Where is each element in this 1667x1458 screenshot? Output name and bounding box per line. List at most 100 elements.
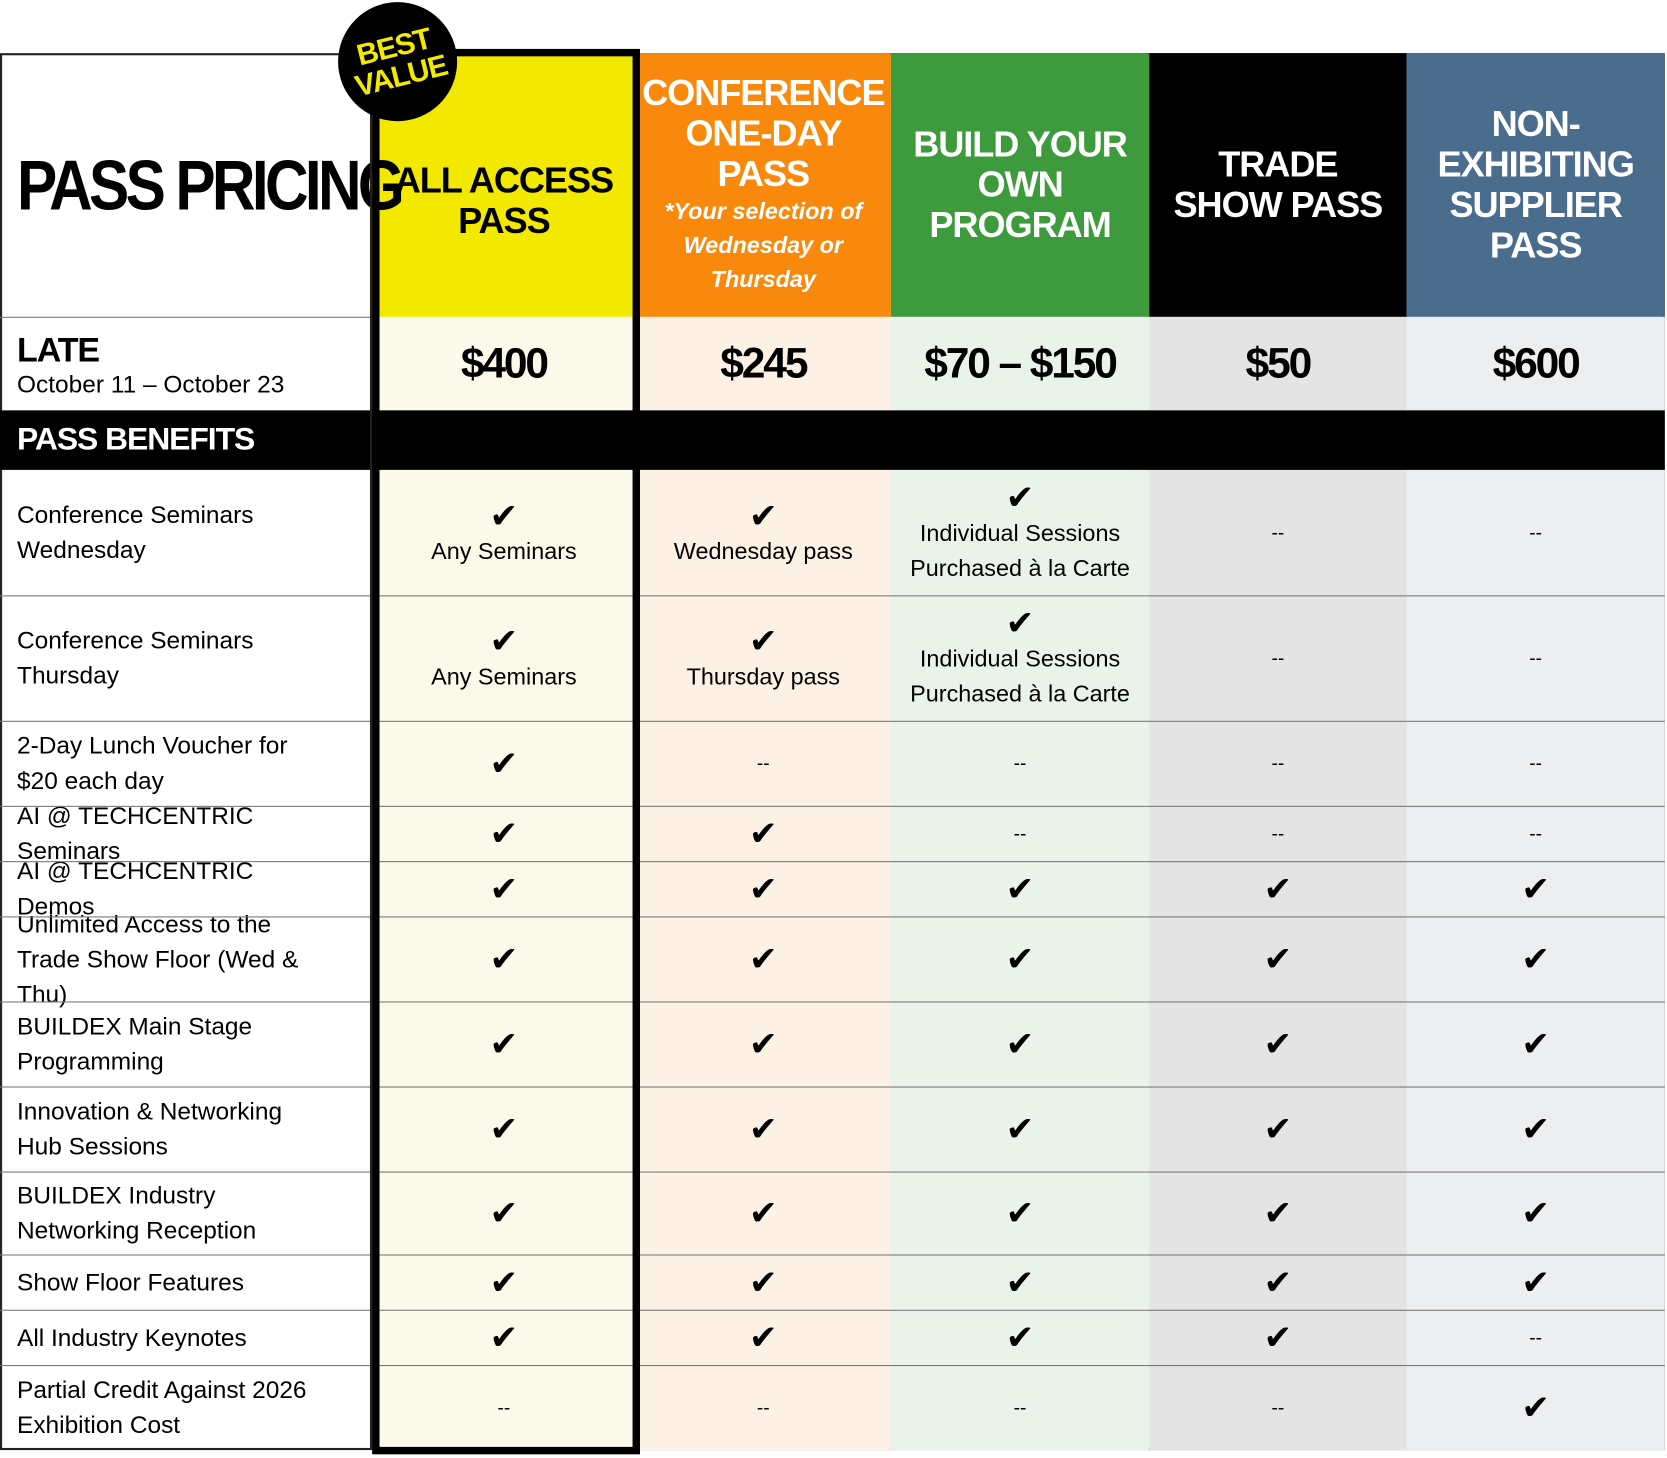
- row-label-text: BUILDEX Industry Networking Reception: [17, 1181, 257, 1244]
- row-label-text: Partial Credit Against 2026 Exhibition C…: [17, 1375, 307, 1439]
- cell-mark: --: [756, 752, 770, 774]
- column-header: BUILD YOUR OWN PROGRAM: [890, 53, 1150, 317]
- cell-note: Any Seminars: [431, 537, 577, 564]
- benefit-cell: --: [1406, 1310, 1664, 1365]
- benefit-cell: ✔: [636, 1172, 891, 1255]
- cell-mark: ✔: [1005, 477, 1035, 518]
- cell-mark: ✔: [1005, 938, 1035, 980]
- price-label-dates: October 11 – October 23: [17, 369, 285, 398]
- cell-mark: ✔: [1005, 1023, 1035, 1065]
- benefit-cell: ✔ Individual Sessions Purchased à la Cart…: [891, 470, 1149, 595]
- column-bg: [635, 316, 891, 1451]
- column-header: TRADE SHOW PASS: [1149, 53, 1407, 317]
- cell-mark: ✔: [489, 1023, 519, 1065]
- cell-mark: ✔: [749, 813, 778, 854]
- row-label-text: Show Floor Features: [17, 1267, 244, 1296]
- row-divider: [0, 1254, 1665, 1256]
- cell-mark: --: [1271, 822, 1285, 844]
- benefit-cell: --: [1149, 470, 1406, 595]
- benefit-cell: ✔: [891, 861, 1149, 916]
- cell-mark: --: [1271, 1396, 1285, 1418]
- benefit-cell: ✔: [1406, 1365, 1664, 1450]
- row-divider: [0, 916, 1665, 918]
- benefit-cell: ✔: [1149, 1086, 1406, 1171]
- cell-mark: ✔: [1521, 938, 1550, 980]
- cell-mark: ✔: [1005, 868, 1035, 909]
- benefit-cell: ✔: [891, 1310, 1149, 1365]
- row-label-text: Innovation & Networking Hub Sessions: [17, 1097, 283, 1160]
- cell-note: Any Seminars: [431, 662, 577, 690]
- column-name: NON-EXHIBITING SUPPLIER PASS: [1437, 104, 1635, 266]
- cell-mark: ✔: [489, 868, 519, 909]
- price-cell: $70 – $150: [891, 317, 1149, 411]
- benefit-cell: ✔: [372, 1001, 636, 1086]
- cell-mark: ✔: [1263, 1261, 1293, 1303]
- cell-mark: ✔: [489, 1317, 519, 1358]
- cell-mark: --: [1013, 752, 1027, 774]
- badge-text: BEST VALUE: [345, 21, 451, 103]
- column-name: BUILD YOUR OWN PROGRAM: [913, 124, 1128, 246]
- row-label-text: Unlimited Access to the Trade Show Floor…: [17, 909, 299, 1008]
- cell-mark: --: [1013, 1396, 1027, 1418]
- title-cell: PASS PRICING: [0, 53, 405, 317]
- benefit-cell: --: [1406, 595, 1664, 720]
- badge: BEST VALUE: [338, 2, 458, 122]
- price-label: LATE October 11 – October 23: [0, 316, 373, 411]
- highlight-box: [372, 48, 640, 1455]
- benefit-cell: ✔: [636, 1310, 891, 1365]
- cell-mark: ✔: [489, 1108, 519, 1150]
- column-header: CONFERENCE ONE-DAY PASS *Your selection o…: [635, 53, 891, 317]
- benefit-cell: --: [372, 1365, 636, 1450]
- section-bar: PASS BENEFITS: [0, 410, 1665, 470]
- cell-mark: --: [1271, 521, 1285, 543]
- benefit-cell: ✔ Individual Sessions Purchased à la Cart…: [891, 595, 1149, 720]
- benefit-cell: ✔: [372, 721, 636, 806]
- price: $50: [1245, 339, 1313, 387]
- cell-mark: ✔: [749, 494, 778, 536]
- benefit-cell: ✔: [372, 806, 636, 861]
- column-bg: [1149, 316, 1407, 1451]
- cell-mark: ✔: [1005, 1317, 1035, 1358]
- benefit-cell: ✔ Any Seminars: [372, 595, 636, 720]
- row-divider: [0, 1086, 1665, 1088]
- row-divider: [0, 1001, 1665, 1003]
- cell-mark: --: [1529, 752, 1543, 774]
- cell-mark: ✔: [1521, 1108, 1550, 1150]
- benefit-cell: ✔: [636, 916, 891, 1001]
- benefit-cell: ✔: [636, 1001, 891, 1086]
- row-label-text: Conference Seminars Wednesday: [17, 500, 254, 564]
- column-bg: [1406, 316, 1665, 1451]
- benefit-cell: --: [1149, 595, 1406, 720]
- price: $70 – $150: [924, 339, 1118, 387]
- cell-mark: ✔: [749, 1317, 778, 1358]
- row-divider: [0, 1365, 1665, 1367]
- cell-mark: ✔: [489, 813, 519, 854]
- benefit-cell: ✔: [891, 916, 1149, 1001]
- column-name: ALL ACCESS PASS: [394, 160, 614, 242]
- price-cell: $400: [372, 317, 636, 411]
- cell-note: Thursday pass: [686, 662, 840, 690]
- benefit-cell: ✔: [891, 1001, 1149, 1086]
- cell-mark: --: [1529, 646, 1543, 669]
- benefit-cell: ✔: [1406, 1001, 1664, 1086]
- benefit-cell: --: [1149, 806, 1406, 861]
- price-label-title: LATE: [17, 330, 100, 369]
- benefit-cell: --: [1406, 470, 1664, 595]
- row-label: Unlimited Access to the Trade Show Floor…: [0, 909, 372, 1007]
- benefit-cell: ✔: [372, 1086, 636, 1171]
- cell-mark: ✔: [1521, 1261, 1550, 1303]
- cell-mark: ✔: [1521, 1023, 1550, 1065]
- cell-mark: ✔: [1263, 938, 1293, 980]
- price-cell: $245: [636, 317, 891, 411]
- cell-mark: ✔: [1005, 1192, 1035, 1234]
- cell-mark: ✔: [489, 620, 519, 661]
- cell-note: Individual Sessions Purchased à la Carte: [910, 645, 1130, 707]
- benefit-cell: --: [1149, 721, 1406, 806]
- benefit-cell: ✔: [1149, 861, 1406, 916]
- row-label-text: All Industry Keynotes: [17, 1323, 247, 1351]
- row-label: Conference Seminars Thursday: [0, 595, 372, 720]
- cell-mark: --: [1013, 822, 1027, 844]
- price: $400: [460, 339, 549, 387]
- column-note: *Your selection of Wednesday or Thursday: [664, 197, 863, 293]
- cell-mark: ✔: [1521, 1192, 1550, 1234]
